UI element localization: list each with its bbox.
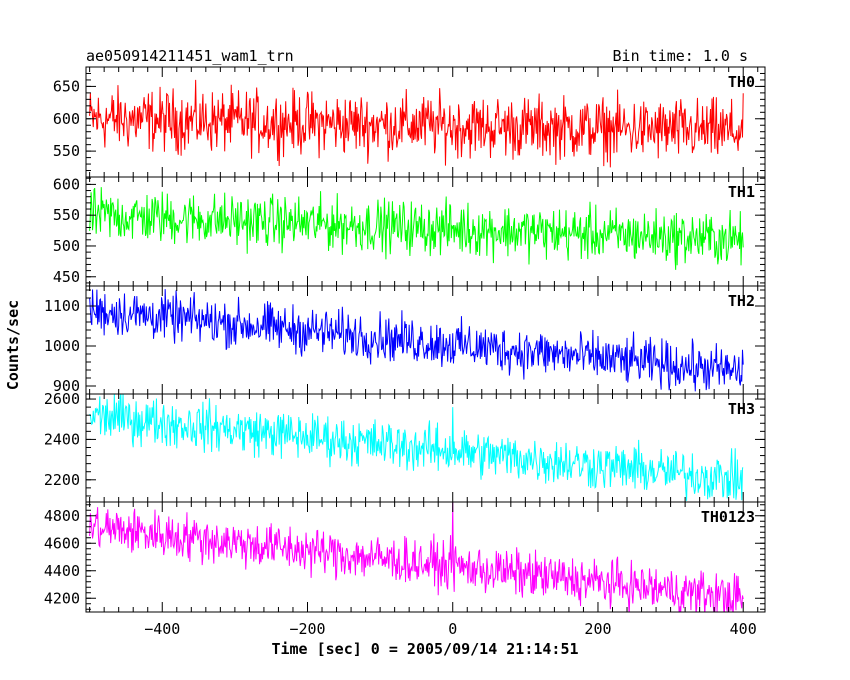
series-line-th0123 xyxy=(89,502,744,612)
panel-th3: 2200 2400 2600 TH3 xyxy=(44,390,766,503)
y-tick-label: 4600 xyxy=(44,534,80,552)
y-tick-label: 2400 xyxy=(44,430,80,448)
series-name-label: TH1 xyxy=(728,183,755,201)
x-tick-label: 200 xyxy=(584,620,611,638)
series-name-label: TH3 xyxy=(728,400,755,418)
x-axis-title: Time [sec] 0 = 2005/09/14 21:14:51 xyxy=(271,640,578,658)
y-tick-label: 900 xyxy=(53,377,80,395)
x-tick-label: 0 xyxy=(448,620,457,638)
y-tick-label: 600 xyxy=(53,175,80,193)
panel-th0: 550 600 650 TH0 xyxy=(53,66,766,178)
panel-th0123: 4200 4400 4600 4800 TH0123 xyxy=(44,501,766,613)
x-axis: −400 −200 0 200 400 xyxy=(144,620,757,638)
y-tick-label: 600 xyxy=(53,110,80,128)
series-line-th0 xyxy=(89,79,744,168)
x-tick-label: −200 xyxy=(289,620,325,638)
y-tick-label: 4800 xyxy=(44,507,80,525)
y-tick-label: 4400 xyxy=(44,562,80,580)
series-line-th1 xyxy=(89,187,744,270)
y-tick-label: 1000 xyxy=(44,337,80,355)
y-tick-label: 1100 xyxy=(44,297,80,315)
y-tick-label: 550 xyxy=(53,142,80,160)
series-name-label: TH0 xyxy=(728,73,755,91)
panel-frame xyxy=(85,393,766,503)
y-tick-label: 650 xyxy=(53,77,80,95)
series-line-th2 xyxy=(89,289,744,392)
series-line-th3 xyxy=(89,394,744,501)
y-tick-label: 2200 xyxy=(44,471,80,489)
series-name-label: TH2 xyxy=(728,292,755,310)
panel-th2: 900 1000 1100 TH2 xyxy=(44,285,766,395)
y-axis-title: Counts/sec xyxy=(4,300,22,390)
x-tick-label: 400 xyxy=(730,620,757,638)
panel-frame xyxy=(85,501,766,613)
x-tick-label: −400 xyxy=(144,620,180,638)
y-tick-label: 500 xyxy=(53,237,80,255)
series-name-label: TH0123 xyxy=(701,508,755,526)
panel-frame xyxy=(85,285,766,395)
y-tick-label: 450 xyxy=(53,268,80,286)
y-tick-label: 550 xyxy=(53,206,80,224)
y-tick-label: 4200 xyxy=(44,589,80,607)
panel-th1: 450 500 550 600 TH1 xyxy=(53,175,766,287)
chart-title: ae050914211451_wam1_trn xyxy=(86,47,294,65)
bin-time-label: Bin time: 1.0 s xyxy=(613,47,748,65)
y-tick-label: 2600 xyxy=(44,390,80,408)
panels-group: 550 600 650 TH0 450 500 550 600 TH1 900 1000 1100 TH… xyxy=(44,66,766,613)
